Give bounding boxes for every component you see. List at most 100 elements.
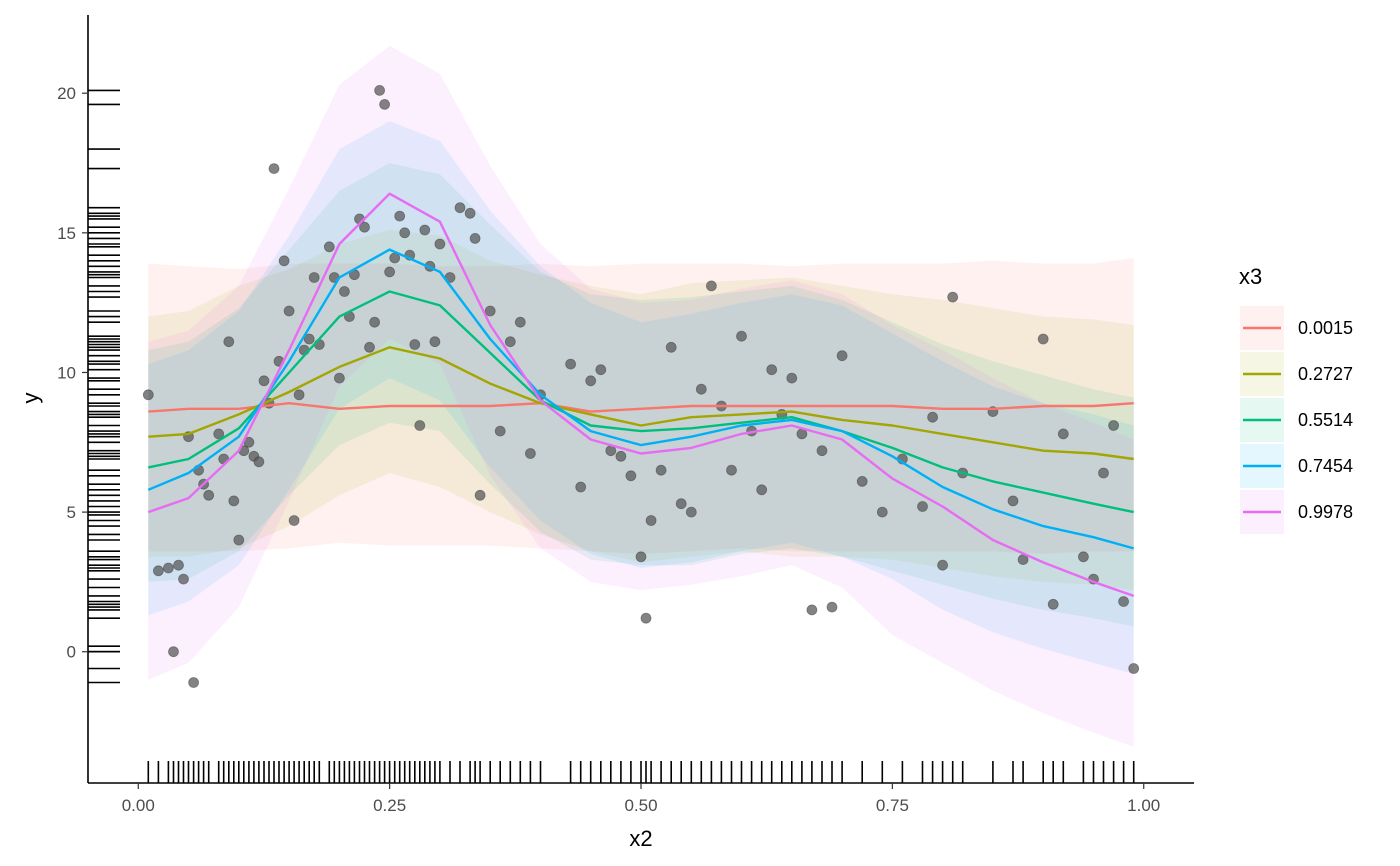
data-point bbox=[695, 383, 707, 395]
data-point bbox=[766, 364, 778, 376]
data-point bbox=[469, 232, 481, 244]
data-point bbox=[414, 420, 426, 431]
data-point bbox=[233, 534, 245, 546]
data-point bbox=[665, 341, 677, 353]
data-point bbox=[333, 372, 345, 384]
data-point bbox=[162, 562, 174, 574]
data-point bbox=[1118, 596, 1129, 607]
scatter-points bbox=[142, 85, 1140, 688]
data-point bbox=[1078, 551, 1089, 563]
data-point bbox=[253, 456, 265, 468]
data-point bbox=[258, 375, 270, 387]
data-point bbox=[394, 210, 406, 222]
legend-item-3: 0.5514 bbox=[1240, 398, 1353, 442]
legend-label: 0.5514 bbox=[1298, 410, 1353, 430]
legend-item-4: 0.7454 bbox=[1240, 444, 1353, 488]
data-point bbox=[429, 336, 441, 348]
x-tick-label: 1.00 bbox=[1127, 796, 1160, 815]
data-point bbox=[1128, 663, 1140, 674]
line-series-1 bbox=[148, 402, 1134, 413]
legend-label: 0.2727 bbox=[1298, 364, 1353, 384]
data-point bbox=[685, 506, 697, 518]
data-point bbox=[454, 202, 466, 214]
data-point bbox=[384, 266, 396, 278]
data-point bbox=[504, 336, 516, 348]
data-point bbox=[675, 498, 687, 510]
legend: x3 0.0015 0.2727 0.5514 0.7454 0.9978 bbox=[1239, 264, 1353, 534]
data-point bbox=[173, 559, 184, 571]
data-point bbox=[359, 221, 370, 233]
data-point bbox=[856, 475, 868, 487]
data-point bbox=[937, 559, 948, 571]
data-point bbox=[836, 350, 848, 362]
ribbon-series-1 bbox=[148, 258, 1134, 554]
data-point bbox=[268, 163, 280, 175]
x-axis-title: x2 bbox=[629, 826, 652, 851]
data-point bbox=[484, 305, 496, 317]
data-point bbox=[142, 389, 154, 401]
line-series-3 bbox=[148, 290, 1134, 514]
data-point bbox=[399, 227, 411, 239]
data-point bbox=[434, 238, 446, 250]
data-point bbox=[615, 450, 627, 462]
data-point bbox=[1047, 598, 1059, 610]
data-point bbox=[927, 411, 938, 423]
rug-y bbox=[88, 89, 120, 684]
data-point bbox=[223, 336, 235, 348]
data-point bbox=[188, 677, 200, 688]
data-point bbox=[876, 506, 888, 518]
data-point bbox=[178, 573, 189, 585]
data-point bbox=[806, 604, 818, 616]
data-point bbox=[464, 207, 476, 219]
data-point bbox=[369, 316, 381, 328]
legend-label: 0.9978 bbox=[1298, 502, 1353, 522]
data-point bbox=[1037, 333, 1049, 345]
data-point bbox=[278, 255, 290, 267]
data-point bbox=[655, 464, 667, 476]
line-series-5 bbox=[147, 192, 1135, 598]
ribbon-series-5 bbox=[148, 45, 1134, 747]
data-point bbox=[786, 372, 798, 384]
data-point bbox=[303, 333, 315, 345]
data-point bbox=[736, 330, 747, 342]
y-tick-label: 15 bbox=[57, 224, 76, 243]
data-point bbox=[1098, 467, 1109, 479]
data-point bbox=[585, 375, 597, 387]
data-point bbox=[168, 646, 179, 658]
data-point bbox=[917, 501, 928, 512]
data-point bbox=[645, 515, 657, 526]
data-point bbox=[625, 470, 637, 482]
data-point bbox=[364, 341, 375, 353]
data-point bbox=[308, 272, 320, 283]
data-point bbox=[640, 612, 652, 624]
data-point bbox=[283, 305, 295, 317]
data-point bbox=[152, 565, 164, 577]
data-point bbox=[293, 389, 305, 401]
x-tick-label: 0.50 bbox=[624, 796, 657, 815]
data-point bbox=[379, 99, 391, 110]
data-point bbox=[595, 364, 607, 376]
y-tick-label: 0 bbox=[67, 643, 76, 662]
data-point bbox=[816, 445, 828, 457]
data-point bbox=[288, 515, 300, 526]
x-tick-label: 0.00 bbox=[122, 796, 155, 815]
x-axis-ticks: 0.00 0.25 0.50 0.75 1.00 bbox=[122, 783, 1160, 815]
data-point bbox=[494, 425, 506, 437]
data-point bbox=[374, 85, 386, 96]
ribbon-series-2 bbox=[148, 230, 1134, 591]
y-tick-label: 10 bbox=[57, 363, 76, 382]
data-point bbox=[635, 551, 647, 563]
legend-item-5: 0.9978 bbox=[1240, 490, 1353, 534]
legend-label: 0.0015 bbox=[1298, 318, 1353, 338]
data-point bbox=[409, 339, 421, 350]
data-point bbox=[323, 241, 335, 253]
data-point bbox=[525, 448, 536, 459]
data-point bbox=[203, 489, 215, 501]
data-point bbox=[338, 286, 350, 297]
rug-x bbox=[147, 761, 1135, 783]
y-axis-ticks: 0 5 10 15 20 bbox=[57, 84, 88, 662]
x-tick-label: 0.75 bbox=[876, 796, 909, 815]
legend-item-1: 0.0015 bbox=[1240, 306, 1353, 350]
legend-label: 0.7454 bbox=[1298, 456, 1353, 476]
